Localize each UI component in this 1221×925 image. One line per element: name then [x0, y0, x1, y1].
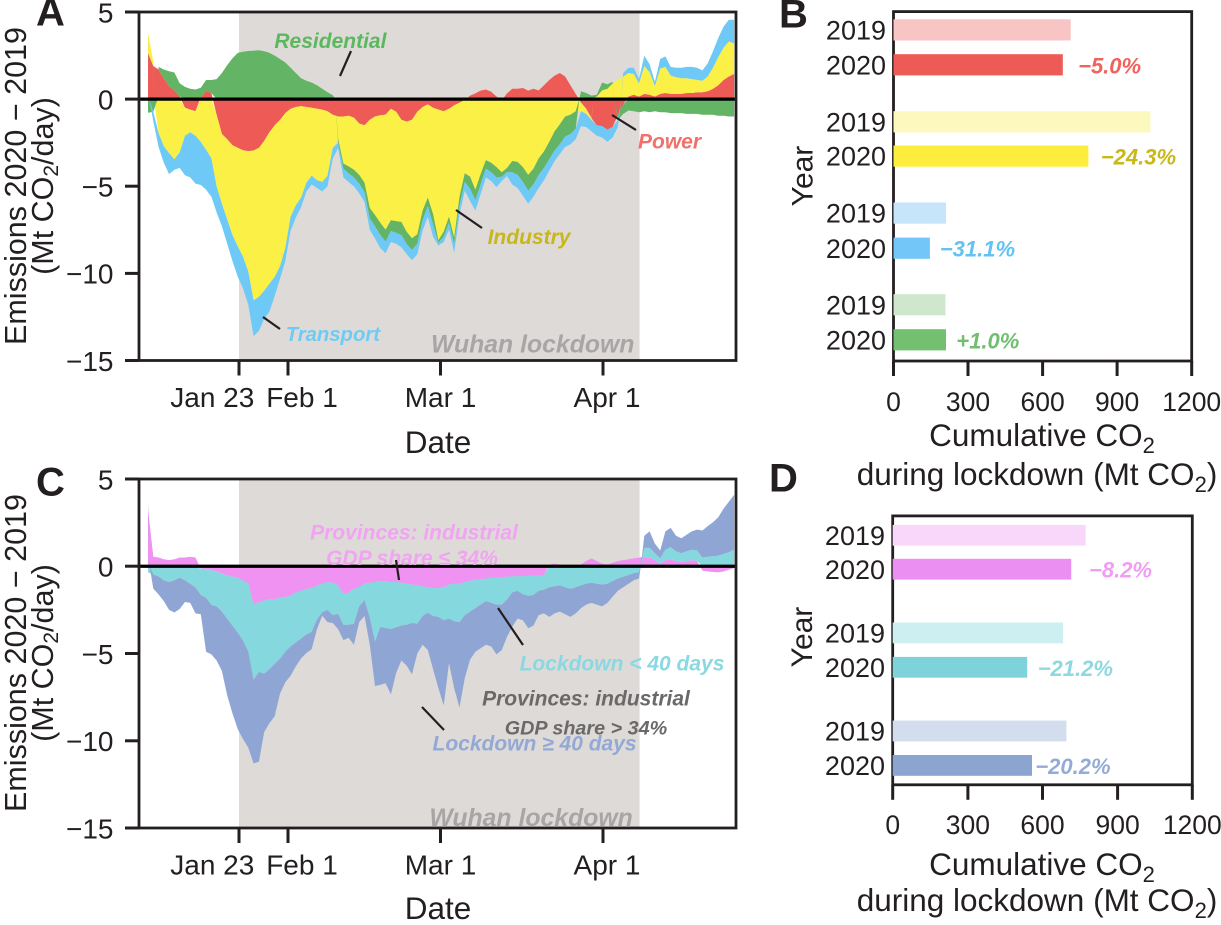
- svg-text:Apr 1: Apr 1: [574, 850, 641, 881]
- svg-text:Feb 1: Feb 1: [266, 382, 338, 413]
- svg-text:2020: 2020: [826, 325, 886, 355]
- svg-text:B: B: [779, 0, 808, 37]
- svg-text:−10: −10: [66, 726, 114, 757]
- svg-text:Jan 23: Jan 23: [170, 850, 254, 881]
- svg-text:Wuhan lockdown: Wuhan lockdown: [429, 805, 632, 832]
- svg-text:−15: −15: [66, 346, 114, 377]
- svg-text:0: 0: [98, 84, 114, 115]
- svg-text:2020: 2020: [826, 234, 886, 264]
- svg-text:−24.3%: −24.3%: [1101, 145, 1176, 170]
- svg-text:0: 0: [98, 552, 114, 583]
- svg-text:Cumulative CO2: Cumulative CO2: [929, 846, 1155, 887]
- svg-text:−31.1%: −31.1%: [940, 237, 1015, 262]
- svg-text:Industry: Industry: [488, 226, 572, 249]
- svg-text:1200: 1200: [1162, 387, 1221, 417]
- svg-text:Date: Date: [405, 890, 472, 920]
- svg-text:Cumulative CO2: Cumulative CO2: [929, 417, 1155, 458]
- svg-text:+1.0%: +1.0%: [956, 328, 1019, 353]
- svg-text:Jan 23: Jan 23: [170, 382, 254, 413]
- svg-text:2020: 2020: [825, 751, 885, 781]
- svg-text:Feb 1: Feb 1: [266, 850, 338, 881]
- svg-text:2020: 2020: [825, 555, 885, 585]
- svg-text:(Mt CO2/day): (Mt CO2/day): [26, 564, 63, 742]
- svg-text:2019: 2019: [825, 619, 885, 649]
- svg-text:C: C: [36, 461, 65, 505]
- svg-text:−15: −15: [66, 813, 114, 844]
- svg-text:−20.2%: −20.2%: [1035, 754, 1110, 779]
- svg-text:Emissions 2020 − 2019: Emissions 2020 − 2019: [0, 494, 33, 812]
- svg-text:1200: 1200: [1163, 810, 1221, 840]
- svg-text:Emissions 2020 − 2019: Emissions 2020 − 2019: [0, 27, 33, 345]
- svg-text:600: 600: [1020, 387, 1064, 417]
- svg-text:2019: 2019: [826, 16, 886, 46]
- svg-text:D: D: [769, 457, 798, 501]
- svg-text:−8.2%: −8.2%: [1089, 558, 1152, 583]
- svg-text:GDP share ≤ 34%: GDP share ≤ 34%: [326, 547, 498, 570]
- svg-text:600: 600: [1020, 810, 1064, 840]
- svg-text:Apr 1: Apr 1: [574, 382, 641, 413]
- svg-text:2019: 2019: [825, 521, 885, 551]
- svg-text:during lockdown (Mt CO2): during lockdown (Mt CO2): [857, 882, 1218, 920]
- svg-text:(Mt CO2/day): (Mt CO2/day): [26, 97, 63, 275]
- svg-text:−21.2%: −21.2%: [1038, 656, 1113, 681]
- svg-text:0: 0: [886, 387, 901, 417]
- svg-text:2020: 2020: [826, 142, 886, 172]
- svg-text:Mar 1: Mar 1: [405, 850, 477, 881]
- svg-text:2019: 2019: [826, 199, 886, 229]
- svg-text:900: 900: [1095, 387, 1139, 417]
- svg-text:2019: 2019: [826, 107, 886, 137]
- svg-text:5: 5: [98, 464, 114, 495]
- svg-text:Residential: Residential: [274, 30, 387, 53]
- svg-text:Lockdown < 40 days: Lockdown < 40 days: [520, 653, 725, 676]
- svg-text:0: 0: [885, 810, 900, 840]
- svg-text:2019: 2019: [825, 717, 885, 747]
- svg-text:−10: −10: [66, 259, 114, 290]
- svg-text:Year: Year: [787, 146, 820, 207]
- svg-text:300: 300: [946, 810, 990, 840]
- svg-text:Date: Date: [405, 424, 472, 460]
- svg-text:5: 5: [98, 0, 114, 28]
- svg-text:A: A: [36, 0, 65, 35]
- svg-text:2020: 2020: [825, 653, 885, 683]
- svg-text:Year: Year: [786, 607, 819, 668]
- svg-text:−5.0%: −5.0%: [1078, 53, 1141, 78]
- svg-text:Wuhan lockdown: Wuhan lockdown: [431, 331, 634, 358]
- svg-text:during lockdown (Mt CO2): during lockdown (Mt CO2): [857, 456, 1218, 497]
- svg-text:300: 300: [946, 387, 990, 417]
- svg-text:Transport: Transport: [286, 324, 382, 346]
- svg-text:−5: −5: [82, 639, 114, 670]
- svg-text:−5: −5: [82, 172, 114, 203]
- svg-text:Provinces: industrial: Provinces: industrial: [482, 688, 691, 711]
- svg-text:Provinces: industrial: Provinces: industrial: [310, 522, 519, 545]
- svg-text:Mar 1: Mar 1: [405, 382, 477, 413]
- svg-text:2019: 2019: [826, 290, 886, 320]
- svg-text:Lockdown ≥ 40 days: Lockdown ≥ 40 days: [433, 733, 637, 756]
- svg-text:Power: Power: [638, 131, 703, 154]
- svg-text:GDP share > 34%: GDP share > 34%: [505, 717, 668, 739]
- svg-text:900: 900: [1095, 810, 1139, 840]
- svg-text:2020: 2020: [826, 50, 886, 80]
